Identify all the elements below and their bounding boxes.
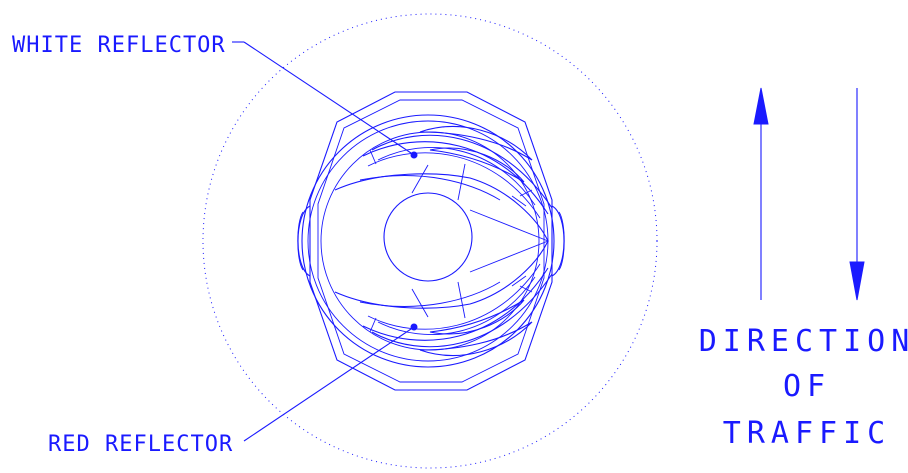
outer-dotted-circle [202,13,658,469]
red-reflector-leader [243,326,415,442]
up-arrow [753,87,769,300]
white-reflector-label: WHITE REFLECTOR [12,33,226,58]
red-reflector-label: RED REFLECTOR [48,432,233,457]
center-dome [383,192,473,282]
direction-text-line2: OF [783,369,831,404]
direction-text-line3: TRAFFIC [723,416,891,451]
white-reflector-leader [243,41,415,156]
raised-pavement-marker [297,91,565,391]
down-arrow [849,88,865,301]
direction-text-line1: DIRECTION [699,324,908,359]
